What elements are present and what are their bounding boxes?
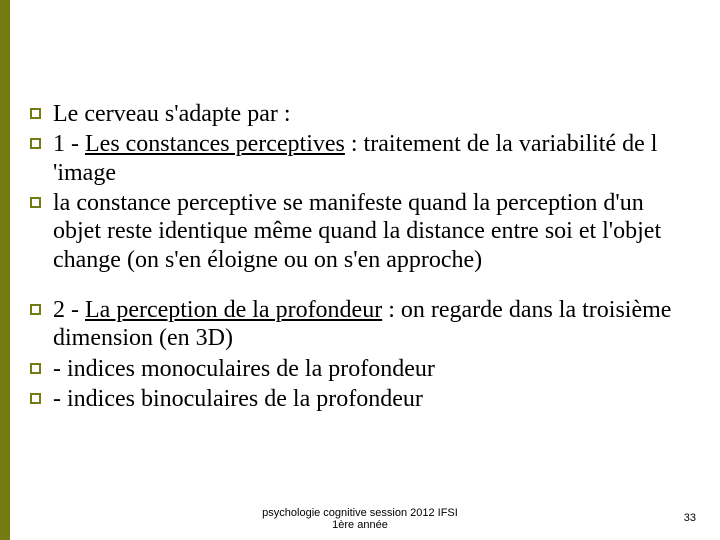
square-bullet-icon xyxy=(30,108,41,119)
square-bullet-icon xyxy=(30,393,41,404)
bullet-text: Le cerveau s'adapte par : xyxy=(53,100,680,128)
footer: psychologie cognitive session 2012 IFSI … xyxy=(0,507,720,532)
bullet-group-1: Le cerveau s'adapte par :1 - Les constan… xyxy=(30,100,680,274)
bullet-item: - indices binoculaires de la profondeur xyxy=(30,385,680,413)
slide-body: Le cerveau s'adapte par :1 - Les constan… xyxy=(0,0,720,540)
footer-line-2: 1ère année xyxy=(332,519,388,531)
bullet-group-2: 2 - La perception de la profondeur : on … xyxy=(30,296,680,413)
bullet-item: 1 - Les constances perceptives : traitem… xyxy=(30,130,680,187)
bullet-text: - indices binoculaires de la profondeur xyxy=(53,385,680,413)
bullet-text: 2 - La perception de la profondeur : on … xyxy=(53,296,680,353)
square-bullet-icon xyxy=(30,304,41,315)
bullet-text: 1 - Les constances perceptives : traitem… xyxy=(53,130,680,187)
square-bullet-icon xyxy=(30,138,41,149)
bullet-item: Le cerveau s'adapte par : xyxy=(30,100,680,128)
bullet-item: - indices monoculaires de la profondeur xyxy=(30,355,680,383)
page-number: 33 xyxy=(684,512,696,524)
bullet-item: la constance perceptive se manifeste qua… xyxy=(30,189,680,274)
bullet-text: la constance perceptive se manifeste qua… xyxy=(53,189,680,274)
bullet-item: 2 - La perception de la profondeur : on … xyxy=(30,296,680,353)
square-bullet-icon xyxy=(30,197,41,208)
square-bullet-icon xyxy=(30,363,41,374)
footer-line-1: psychologie cognitive session 2012 IFSI xyxy=(262,507,458,519)
bullet-text: - indices monoculaires de la profondeur xyxy=(53,355,680,383)
